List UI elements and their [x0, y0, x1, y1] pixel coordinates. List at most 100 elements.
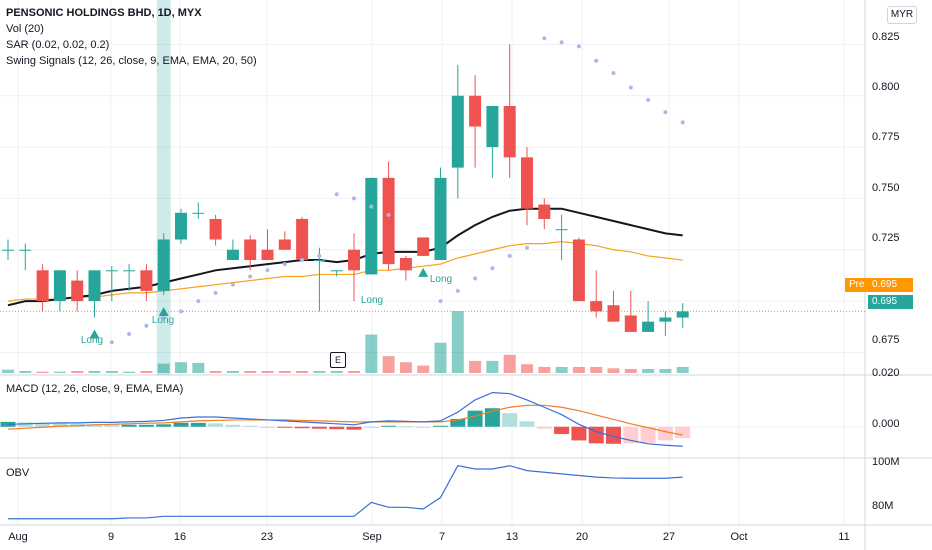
candle-body — [659, 317, 672, 322]
chart-legend: PENSONIC HOLDINGS BHD, 1D, MYX Vol (20) … — [6, 5, 257, 69]
candle-body — [105, 270, 118, 272]
volume-bar — [105, 370, 118, 373]
macd-hist-bar — [536, 426, 552, 429]
volume-bar — [244, 370, 257, 373]
volume-bar — [676, 366, 689, 373]
candle-body — [538, 204, 551, 219]
long-signal-label: Long — [360, 295, 384, 306]
last-price-tag: 0.695 — [868, 295, 913, 309]
x-tick-label: 23 — [260, 531, 274, 543]
macd-hist-bar — [294, 426, 310, 429]
volume-bar — [451, 311, 464, 373]
ema20-line — [7, 207, 683, 307]
macd-hist-bar — [415, 426, 431, 428]
macd-hist-bar — [657, 426, 673, 441]
candle-body — [555, 229, 568, 231]
volume-bar — [417, 365, 430, 373]
macd-hist-bar — [588, 426, 604, 444]
long-signal-label: Long — [80, 335, 104, 346]
long-signal-arrow — [89, 329, 100, 339]
candle-body — [521, 157, 533, 209]
obv-tick-label: 80M — [872, 500, 894, 512]
candle-body — [244, 239, 257, 261]
sar-dot — [680, 120, 685, 125]
long-signal-label: Long — [429, 274, 453, 285]
candle-body — [296, 218, 309, 261]
candle-body — [365, 177, 378, 275]
sar-dot — [265, 268, 270, 273]
x-tick-label: 27 — [662, 531, 676, 543]
candle-body — [399, 257, 412, 271]
sar-dot — [438, 299, 443, 304]
x-tick-label: 9 — [107, 531, 115, 543]
symbol-title[interactable]: PENSONIC HOLDINGS BHD, 1D, MYX — [6, 7, 202, 19]
sar-dot — [559, 40, 564, 45]
volume-bar — [313, 370, 326, 373]
macd-hist-bar — [675, 426, 691, 438]
macd-hist-bar — [17, 422, 33, 427]
candle-body — [313, 260, 326, 262]
sar-dot — [490, 266, 495, 271]
candle-body — [572, 239, 585, 302]
volume-bar — [624, 368, 637, 373]
candle-body — [71, 280, 84, 302]
volume-bar — [555, 366, 568, 373]
price-tick-label: 0.725 — [872, 232, 900, 244]
swing-indicator-label[interactable]: Swing Signals (12, 26, close, 9, EMA, EM… — [6, 55, 257, 67]
volume-bar — [2, 369, 14, 373]
price-tick-label: 0.675 — [872, 334, 900, 346]
macd-tick-label: 0.020 — [872, 367, 900, 379]
sar-dot — [317, 253, 322, 258]
volume-bar — [209, 370, 222, 373]
obv-line — [8, 465, 683, 520]
macd-hist-bar — [156, 424, 172, 427]
volume-bar — [157, 363, 170, 373]
sar-dot — [144, 323, 149, 328]
volume-bar — [642, 368, 655, 373]
sar-indicator-label[interactable]: SAR (0.02, 0.02, 0.2) — [6, 39, 110, 51]
candle-body — [676, 311, 689, 318]
volume-bar — [175, 362, 187, 373]
x-tick-label: 7 — [438, 531, 446, 543]
macd-hist-bar — [363, 426, 379, 428]
volume-bar — [399, 362, 412, 373]
volume-bar — [88, 370, 101, 373]
macd-hist-bar — [571, 426, 587, 441]
macd-hist-bar — [35, 422, 51, 427]
sar-dot — [109, 340, 114, 345]
obv-legend[interactable]: OBV — [6, 467, 30, 479]
x-tick-label: Sep — [362, 531, 382, 543]
macd-hist-bar — [104, 424, 120, 427]
sar-dot — [473, 276, 478, 281]
candle-body — [157, 239, 170, 291]
macd-hist-bar — [606, 426, 621, 444]
sar-dot — [542, 36, 547, 41]
macd-hist-bar — [433, 425, 448, 427]
sar-dot — [196, 299, 201, 304]
earnings-marker[interactable]: E — [330, 352, 346, 368]
candle-body — [348, 249, 360, 271]
x-tick-label: 20 — [575, 531, 589, 543]
volume-bar — [19, 370, 32, 373]
macd-line — [7, 392, 683, 447]
sar-dot — [576, 44, 581, 49]
currency-button[interactable]: MYR — [887, 6, 917, 24]
volume-bar — [278, 370, 291, 373]
candle-body — [2, 249, 14, 251]
volume-bar — [123, 371, 136, 373]
sar-dot — [334, 192, 339, 197]
sar-dot — [161, 315, 166, 320]
macd-hist-bar — [450, 418, 466, 427]
volume-indicator-label[interactable]: Vol (20) — [6, 23, 44, 35]
candle-body — [330, 270, 343, 272]
candle-body — [434, 177, 447, 261]
sar-dot — [282, 262, 287, 267]
volume-bar — [434, 342, 447, 373]
pre-market-price: 0.695 — [868, 278, 913, 292]
sar-dot — [127, 331, 132, 336]
macd-legend[interactable]: MACD (12, 26, close, 9, EMA, EMA) — [6, 383, 184, 395]
volume-bar — [36, 371, 49, 373]
macd-hist-bar — [173, 422, 189, 427]
candle-body — [192, 212, 205, 214]
